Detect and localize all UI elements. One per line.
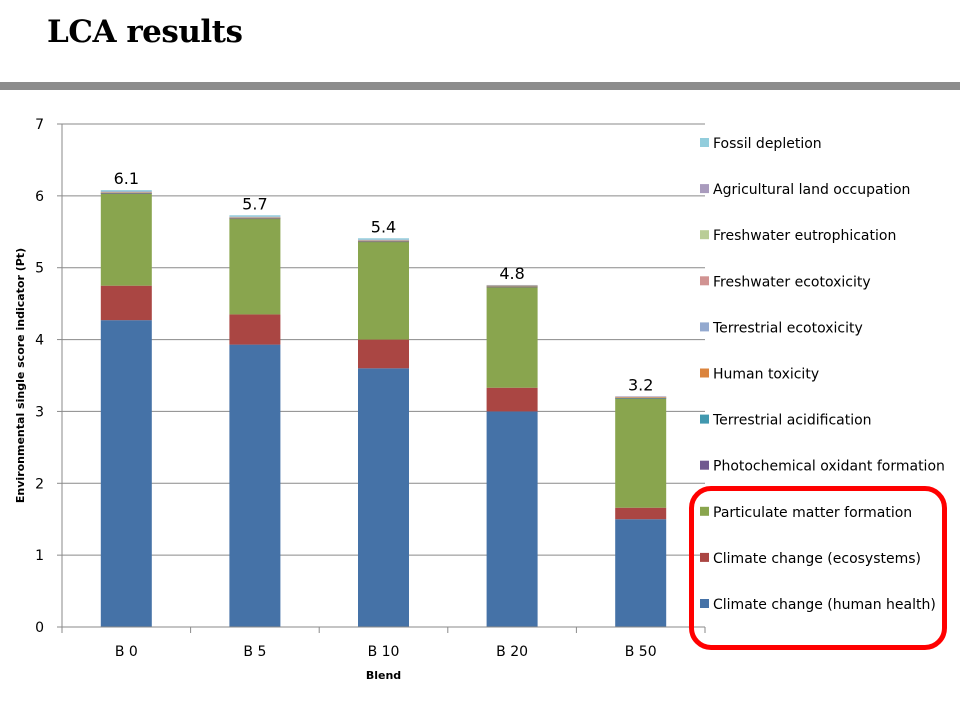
legend-label: Terrestrial acidification xyxy=(712,413,872,429)
bar-segment xyxy=(615,396,667,397)
gridlines xyxy=(62,123,705,556)
bar-segment xyxy=(486,287,538,388)
legend-swatch xyxy=(700,138,709,147)
legend-label: Climate change (human health) xyxy=(713,597,936,613)
bar-segment xyxy=(615,398,667,399)
bar-segment xyxy=(358,368,409,627)
bar-segment xyxy=(486,285,538,287)
legend-swatch xyxy=(700,552,709,562)
bar-segment xyxy=(100,191,152,193)
bar-segment xyxy=(358,241,409,242)
bar-segment xyxy=(229,314,281,345)
y-axis-title: Environmental single score indicator (Pt… xyxy=(14,248,27,503)
bar-segment xyxy=(615,397,667,398)
y-tick-label: 2 xyxy=(35,476,44,492)
legend-swatch xyxy=(700,276,709,286)
bar-segment xyxy=(100,192,152,193)
bar-segment xyxy=(486,411,538,627)
bar-segment xyxy=(615,398,667,508)
bar-segment xyxy=(358,241,409,340)
y-tick-label: 3 xyxy=(35,404,44,420)
bar-segment xyxy=(358,238,409,240)
bar-total-label: 3.2 xyxy=(628,375,653,394)
bar-segment xyxy=(486,286,538,287)
bar-total-label: 6.1 xyxy=(114,169,139,188)
bar-total-label: 4.8 xyxy=(499,264,524,283)
bar-segment xyxy=(358,239,409,241)
y-tick-label: 1 xyxy=(35,548,44,564)
y-tick-label: 5 xyxy=(35,261,44,277)
y-tick-label: 6 xyxy=(35,189,44,205)
bar-segment xyxy=(229,215,281,217)
legend-label: Freshwater eutrophication xyxy=(713,228,896,244)
bar-segment xyxy=(100,192,152,194)
legend-swatch xyxy=(700,230,709,240)
bar-segment xyxy=(229,217,281,218)
legend-swatch xyxy=(700,184,709,194)
bar-segment xyxy=(100,193,152,194)
bar-total-label: 5.4 xyxy=(371,217,396,236)
legend-label: Agricultural land occupation xyxy=(713,182,910,198)
bar-segment xyxy=(486,285,538,286)
x-tick-label: B 5 xyxy=(243,644,266,660)
legend: Fossil depletion Agricultural land occupa… xyxy=(700,136,945,613)
legend-label: Particulate matter formation xyxy=(713,505,912,521)
legend-swatch xyxy=(700,322,709,332)
bar-segment xyxy=(358,240,409,242)
bar-segment xyxy=(486,387,538,412)
bar-segment xyxy=(100,285,152,321)
bar-segment xyxy=(229,344,281,627)
bar-segment xyxy=(615,519,667,627)
bar-segment xyxy=(229,218,281,315)
legend-swatch xyxy=(700,506,709,516)
bar-segment xyxy=(229,218,281,220)
legend-label: Freshwater ecotoxicity xyxy=(713,274,871,290)
x-tick-label: B 10 xyxy=(368,644,400,660)
y-tick-label: 7 xyxy=(35,117,44,133)
legend-swatch xyxy=(700,460,709,470)
bar-segment xyxy=(486,286,538,287)
bar-segment xyxy=(358,241,409,243)
bar-segment xyxy=(100,193,152,286)
bar-segment xyxy=(615,397,667,399)
x-tick-label: B 20 xyxy=(496,644,528,660)
x-tick-label: B 0 xyxy=(115,644,138,660)
bar-segment xyxy=(358,240,409,241)
labels: 0 1 2 3 4 5 6 7 6.1 B 0 5.7 B 5 5.4 B 10 4.8 B 20 3.2 B 5… xyxy=(35,117,657,660)
bar-segment xyxy=(486,286,538,288)
bar-segment xyxy=(229,217,281,219)
bar-segment xyxy=(615,396,667,398)
bar-segment xyxy=(486,284,538,286)
legend-label: Terrestrial ecotoxicity xyxy=(712,320,863,336)
legend-highlight-box xyxy=(689,486,947,650)
bar-segment xyxy=(358,339,409,369)
bar-segment xyxy=(229,218,281,219)
y-tick-label: 4 xyxy=(35,333,44,349)
bar-segment xyxy=(100,192,152,194)
legend-label: Human toxicity xyxy=(713,367,819,383)
x-tick-label: B 50 xyxy=(625,644,657,660)
legend-swatch xyxy=(700,414,709,424)
bar-segment xyxy=(615,397,667,399)
bar-segment xyxy=(100,190,152,192)
bar-segment xyxy=(100,320,152,627)
y-tick-label: 0 xyxy=(35,620,44,636)
bar-segment xyxy=(100,191,152,193)
bar-segment xyxy=(229,217,281,219)
legend-swatch xyxy=(700,599,709,608)
bar-segment xyxy=(229,216,281,218)
bars xyxy=(100,190,667,627)
header-divider-bar xyxy=(0,82,960,90)
legend-label: Photochemical oxidant formation xyxy=(713,459,945,475)
x-axis-title: Blend xyxy=(366,669,401,682)
bar-segment xyxy=(358,240,409,242)
legend-swatch xyxy=(700,368,709,378)
legend-label: Fossil depletion xyxy=(713,136,822,152)
slide-title: LCA results xyxy=(47,14,243,50)
bar-total-label: 5.7 xyxy=(242,194,267,213)
legend-label: Climate change (ecosystems) xyxy=(713,551,921,567)
bar-segment xyxy=(615,507,667,520)
